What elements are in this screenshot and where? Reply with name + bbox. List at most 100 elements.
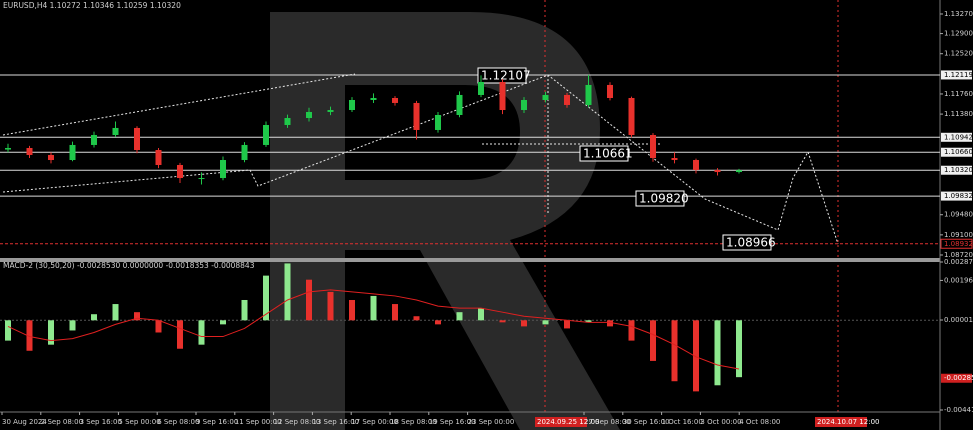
y-tick-label: 1.12900 — [944, 30, 973, 38]
candle-body — [263, 125, 269, 145]
histogram-bar — [220, 320, 226, 325]
pane-separator — [0, 258, 940, 262]
chart-header: EURUSD,H4 1.10272 1.10346 1.10259 1.1032… — [3, 1, 181, 10]
histogram-bar — [5, 320, 11, 341]
y-tick-label: 0.000014 — [944, 316, 973, 324]
histogram-bar — [327, 291, 334, 321]
histogram-bar — [177, 320, 183, 349]
level-tag-label: 1.10320 — [944, 166, 973, 174]
candle-body — [26, 147, 33, 155]
histogram-bar — [478, 308, 484, 321]
macd-header: MACD-2 (30,50,20) -0.0028530 0.0000000 -… — [3, 261, 255, 270]
x-tick-label: 4 Oct 08:00 — [739, 418, 780, 426]
x-tick-label: 12 Sep 08:00 — [274, 418, 321, 426]
candle-body — [112, 127, 119, 136]
level-tag-label: 1.09832 — [944, 192, 973, 200]
x-tick-label: 27 Sep 08:00 — [584, 418, 631, 426]
x-tick-label: 5 Sep 00:00 — [118, 418, 160, 426]
annotation: 1.12107 — [481, 69, 531, 83]
candle-body — [456, 94, 463, 115]
candle-body — [69, 144, 76, 161]
histogram-bar — [263, 275, 269, 321]
histogram-bar — [650, 320, 656, 361]
marked-time-tag — [535, 417, 587, 427]
level-tag — [941, 165, 972, 175]
annotation-box — [722, 234, 772, 251]
histogram-bar — [714, 320, 721, 386]
histogram-bar — [69, 320, 76, 331]
histogram-bar — [392, 304, 398, 321]
y-tick-label: 1.09100 — [944, 231, 973, 239]
candle-body — [693, 160, 699, 171]
histogram-bar — [499, 320, 506, 323]
histogram-bar — [564, 320, 570, 329]
candle-body — [349, 100, 355, 111]
candle-body — [628, 97, 635, 136]
candle-body — [306, 111, 312, 119]
histogram-bar — [48, 320, 54, 345]
level-tag — [941, 191, 972, 201]
x-tick-label: 18 Sep 08:00 — [390, 418, 437, 426]
histogram-bar — [542, 320, 549, 325]
histogram-bar — [91, 314, 97, 321]
candle-body — [435, 114, 441, 130]
candle-body — [607, 84, 613, 98]
candle-body — [177, 164, 183, 179]
annotation: 1.10661 — [583, 147, 633, 161]
annotation: 1.08966 — [726, 236, 776, 250]
candle-body — [585, 84, 592, 105]
x-tick-label: 17 Sep 00:00 — [351, 418, 398, 426]
candle-body — [499, 81, 506, 111]
time-markers — [544, 0, 839, 412]
x-tick-label: 2 Sep 08:00 — [41, 418, 83, 426]
candle-body — [478, 81, 484, 95]
y-tick-label: 1.08720 — [944, 251, 973, 259]
x-tick-label: 13 Sep 16:00 — [312, 418, 359, 426]
level-tag-label: 1.12119 — [944, 71, 973, 79]
y-tick-label: 1.12520 — [944, 50, 973, 58]
projection-lines — [2, 73, 839, 245]
trend-line — [2, 73, 356, 136]
level-tag-label: 1.10942 — [944, 133, 973, 141]
x-tick-label: 1 Oct 16:00 — [662, 418, 703, 426]
y-tick-label: 1.13270 — [944, 10, 973, 18]
histogram-bar — [349, 299, 355, 321]
current-tag-label: -0.002853 — [944, 374, 973, 382]
histogram-bar — [628, 320, 635, 341]
candle-body — [5, 147, 11, 150]
marked-time-label: 2024.09.25 12:00 — [537, 418, 599, 426]
y-tick-label: 1.11380 — [944, 110, 973, 118]
candle-body — [134, 127, 140, 151]
current-tag — [941, 373, 972, 383]
candle-body — [91, 135, 97, 145]
candle-body — [284, 118, 291, 126]
signal-line — [7, 289, 740, 370]
y-tick-label: 0.002871 — [944, 258, 973, 266]
candle-body — [327, 110, 334, 112]
level-tag — [941, 132, 972, 142]
level-tag-label: 1.08932 — [944, 240, 973, 248]
histogram-bar — [306, 279, 312, 321]
histogram-bar — [693, 320, 699, 392]
histogram-bar — [241, 299, 248, 321]
histogram-bar — [112, 304, 119, 321]
histogram-bar — [435, 320, 441, 325]
histogram-bar — [134, 312, 140, 321]
histogram-bar — [585, 320, 592, 323]
histogram-bar — [413, 316, 420, 321]
candle-body — [413, 102, 420, 130]
x-tick-label: 30 Sep 16:00 — [623, 418, 670, 426]
candle-body — [48, 154, 54, 161]
candle-body — [736, 170, 742, 173]
histogram-bar — [521, 320, 527, 327]
histogram-bar — [198, 320, 205, 345]
x-tick-label: 30 Aug 2024 — [2, 418, 47, 426]
annotation-box — [579, 145, 629, 162]
level-tag — [941, 147, 972, 157]
y-tick-label: 1.11760 — [944, 90, 973, 98]
candle-body — [198, 178, 205, 180]
candle-body — [671, 157, 678, 161]
histogram-bar — [284, 263, 291, 321]
